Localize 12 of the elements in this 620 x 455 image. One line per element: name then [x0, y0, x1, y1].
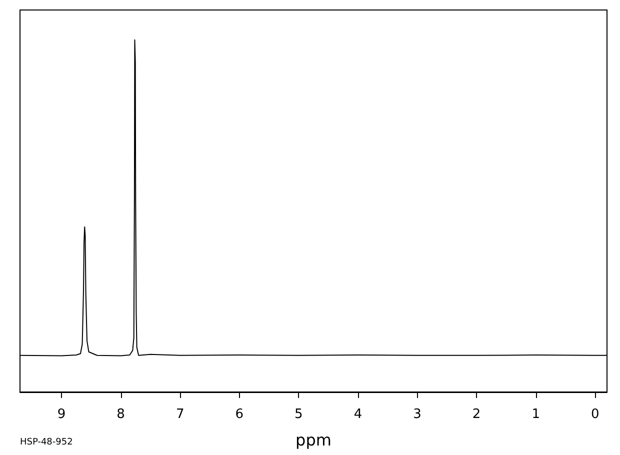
text: HSP-48-952 [20, 438, 73, 448]
x-tick-label: 3 [413, 407, 422, 422]
x-tick-label: 1 [532, 407, 540, 422]
x-tick-label: 4 [354, 407, 362, 422]
x-tick-label: 5 [294, 407, 303, 422]
x-tick-label: 8 [116, 407, 125, 422]
x-tick-label: 6 [235, 407, 244, 422]
x-axis-title: ppm [296, 430, 332, 450]
x-tick-label: 2 [472, 407, 481, 422]
x-tick-label: 9 [57, 407, 66, 422]
x-tick-label: 0 [591, 407, 600, 422]
x-tick-label: 7 [176, 407, 184, 422]
